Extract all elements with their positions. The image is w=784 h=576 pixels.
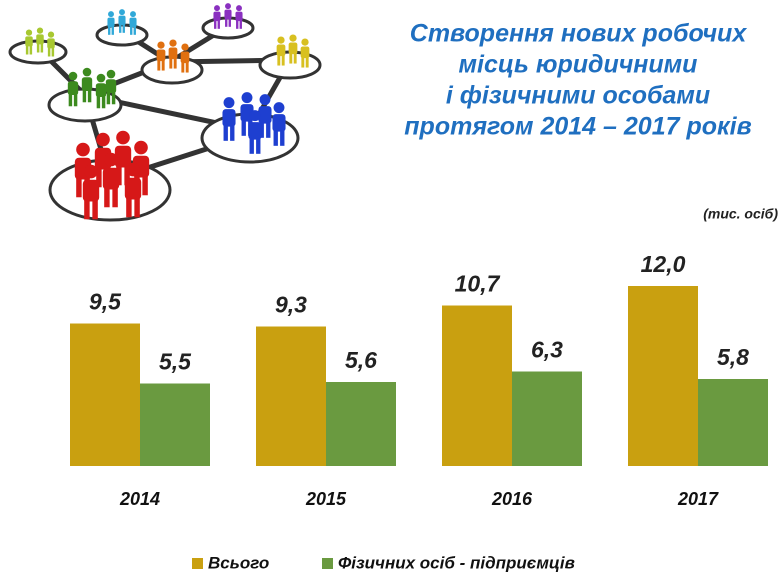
bar	[256, 326, 326, 466]
bar	[326, 382, 396, 466]
x-tick-label: 2016	[491, 489, 533, 509]
x-tick-label: 2015	[305, 489, 347, 509]
chart-title: протягом 2014 – 2017 років	[404, 113, 751, 141]
value-label: 12,0	[641, 251, 686, 277]
bar	[442, 305, 512, 466]
unit-label: (тис. осіб)	[703, 206, 778, 222]
value-label: 5,5	[159, 349, 192, 375]
legend-label: Фізичних осіб - підприємців	[338, 553, 575, 572]
chart-title: Створення нових робочих	[410, 20, 748, 48]
bar	[512, 371, 582, 466]
bar	[628, 286, 698, 466]
x-tick-label: 2017	[677, 489, 719, 509]
x-tick-label: 2014	[119, 489, 160, 509]
value-label: 5,8	[717, 344, 749, 370]
bar	[698, 379, 768, 466]
chart-title: місць юридичними	[459, 51, 698, 79]
bar	[140, 383, 210, 466]
chart-title: і фізичними особами	[446, 82, 710, 110]
legend-label: Всього	[208, 553, 269, 572]
value-label: 9,5	[89, 289, 122, 315]
bar	[70, 323, 140, 466]
value-label: 6,3	[531, 337, 563, 363]
legend-swatch	[192, 558, 203, 569]
value-label: 5,6	[345, 347, 377, 373]
value-label: 9,3	[275, 292, 307, 318]
value-label: 10,7	[455, 271, 501, 297]
legend-swatch	[322, 558, 333, 569]
network-illustration	[8, 3, 322, 222]
